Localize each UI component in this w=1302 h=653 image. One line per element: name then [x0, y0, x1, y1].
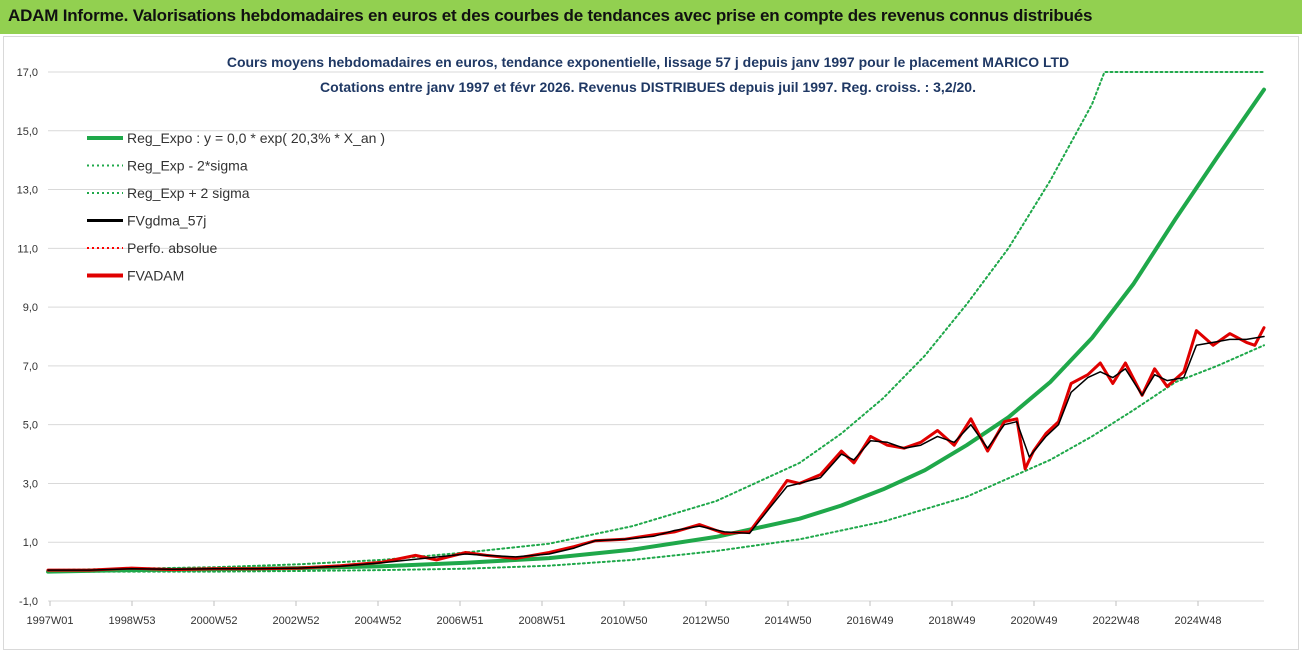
legend-label: FVADAM: [127, 268, 184, 284]
series-line-5: [46, 326, 1266, 572]
x-tick-label: 1997W01: [26, 615, 73, 627]
chart-frame: [3, 36, 1299, 650]
x-tick-label: 2008W51: [518, 615, 565, 627]
x-tick-label: 2002W52: [272, 615, 319, 627]
legend-label: Perfo. absolue: [127, 240, 217, 256]
x-tick-label: 2020W49: [1010, 615, 1057, 627]
x-tick-label: 2014W50: [764, 615, 811, 627]
chart-subtitle: Cotations entre janv 1997 et févr 2026. …: [320, 79, 976, 95]
x-tick-label: 1998W53: [108, 615, 155, 627]
x-tick-label: 2016W49: [846, 615, 893, 627]
y-tick-label: 11,0: [17, 243, 38, 255]
y-tick-label: 1,0: [23, 537, 38, 549]
x-tick-label: 2004W52: [354, 615, 401, 627]
series-line-2: [47, 71, 1265, 572]
legend-label: Reg_Exp - 2*sigma: [127, 158, 248, 174]
x-tick-label: 2024W48: [1174, 615, 1221, 627]
x-tick-label: 2018W49: [928, 615, 975, 627]
legend: Reg_Expo : y = 0,0 * exp( 20,3% * X_an )…: [87, 130, 385, 284]
y-tick-label: 9,0: [23, 302, 38, 314]
x-axis-ticks: 1997W01 1998W53 2000W52 2002W52 2004W52 2006W…: [26, 601, 1222, 627]
legend-label: FVgdma_57j: [127, 213, 206, 229]
y-tick-label: 7,0: [23, 361, 38, 373]
y-tick-label: 3,0: [23, 478, 38, 490]
series-line-3: [47, 335, 1265, 571]
y-tick-label: 17,0: [17, 67, 38, 79]
banner-title: ADAM Informe. Valorisations hebdomadaire…: [8, 6, 1093, 25]
x-tick-label: 2000W52: [190, 615, 237, 627]
series-lines: [46, 71, 1266, 574]
x-tick-label: 2022W48: [1092, 615, 1139, 627]
y-tick-label: 5,0: [23, 420, 38, 432]
y-tick-label: 15,0: [17, 126, 38, 138]
legend-label: Reg_Expo : y = 0,0 * exp( 20,3% * X_an ): [127, 130, 385, 146]
x-tick-label: 2006W51: [436, 615, 483, 627]
gridlines: [48, 71, 1264, 602]
y-axis-ticks: -1,0 1,0 3,0 5,0 7,0 9,0 11,0 13,0 15,0 17,0: [17, 67, 38, 608]
chart-title: Cours moyens hebdomadaires en euros, ten…: [227, 54, 1069, 70]
legend-label: Reg_Exp + 2 sigma: [127, 185, 250, 201]
series-line-1: [47, 344, 1265, 573]
y-tick-label: -1,0: [19, 596, 38, 608]
x-tick-label: 2012W50: [682, 615, 729, 627]
x-tick-label: 2010W50: [600, 615, 647, 627]
header-banner: ADAM Informe. Valorisations hebdomadaire…: [0, 0, 1302, 34]
y-tick-label: 13,0: [17, 185, 38, 197]
